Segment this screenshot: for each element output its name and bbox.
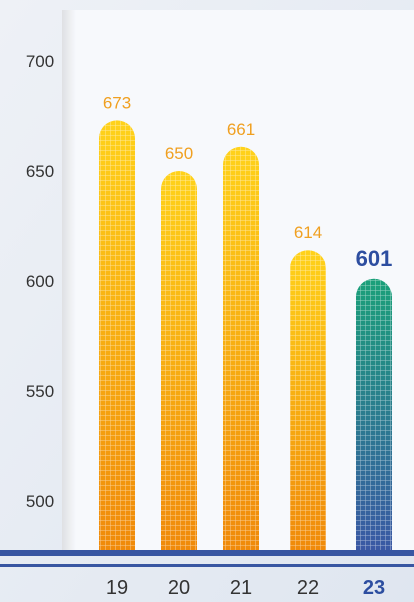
- bar-texture: [99, 120, 135, 550]
- x-tick-label: 21: [230, 577, 252, 599]
- x-tick-label: 20: [168, 577, 190, 599]
- y-axis: 500 550 600 650 700: [26, 52, 54, 511]
- y-tick-label: 600: [26, 272, 54, 291]
- x-tick-label: 22: [297, 577, 319, 599]
- value-label: 661: [227, 120, 255, 139]
- bar-texture: [161, 171, 197, 550]
- x-tick-label: 23: [363, 577, 385, 599]
- y-tick-label: 550: [26, 382, 54, 401]
- x-tick-label: 19: [106, 577, 128, 599]
- bar-texture: [290, 250, 326, 550]
- x-axis: 19 20 21 22 23: [106, 577, 385, 599]
- plot-panel-shadow: [62, 10, 76, 550]
- bars: [99, 120, 392, 551]
- bar-texture: [223, 146, 259, 551]
- value-label: 614: [294, 223, 322, 242]
- y-tick-label: 650: [26, 162, 54, 181]
- value-label: 601: [356, 246, 393, 271]
- y-tick-label: 700: [26, 52, 54, 71]
- baseline-thin: [0, 564, 414, 567]
- y-tick-label: 500: [26, 492, 54, 511]
- value-label: 650: [165, 144, 193, 163]
- baseline-thick: [0, 550, 414, 556]
- value-labels: 673 650 661 614 601: [103, 93, 393, 270]
- bar-texture: [356, 278, 392, 550]
- value-label: 673: [103, 93, 131, 112]
